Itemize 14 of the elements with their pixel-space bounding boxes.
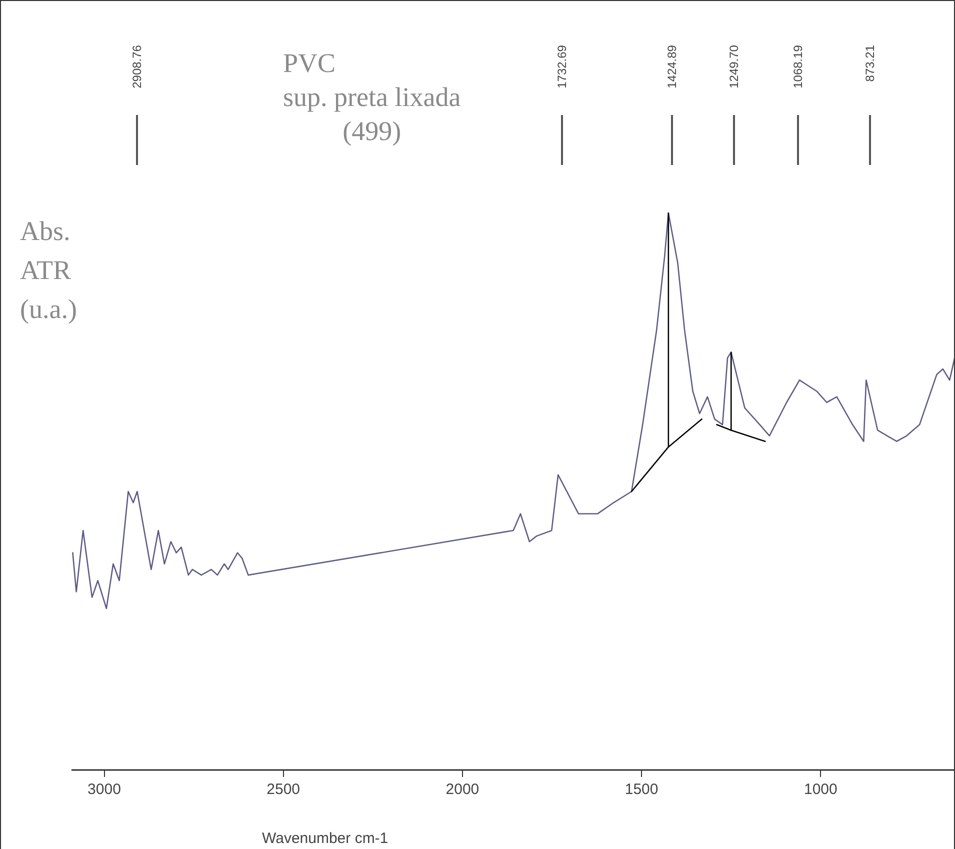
x-tick-label: 3000 bbox=[88, 781, 121, 798]
x-tick-label: 2000 bbox=[446, 781, 480, 798]
x-tick-label: 2500 bbox=[266, 781, 300, 798]
text: 2908.76 bbox=[130, 45, 144, 88]
x-tick-label: 1500 bbox=[624, 781, 658, 798]
text: 1068.19 bbox=[791, 45, 805, 88]
text: 1732.69 bbox=[555, 45, 569, 88]
text: 873.21 bbox=[863, 45, 877, 82]
x-tick-label: 1000 bbox=[804, 781, 838, 798]
text: 1424.89 bbox=[665, 45, 679, 88]
x-axis-title: Wavenumber cm-1 bbox=[262, 830, 388, 847]
text: 1249.70 bbox=[727, 45, 741, 88]
y-axis-title: Abs. ATR (u.a.) bbox=[20, 215, 77, 326]
chart-title: PVC sup. preta lixada (499) bbox=[283, 47, 461, 148]
